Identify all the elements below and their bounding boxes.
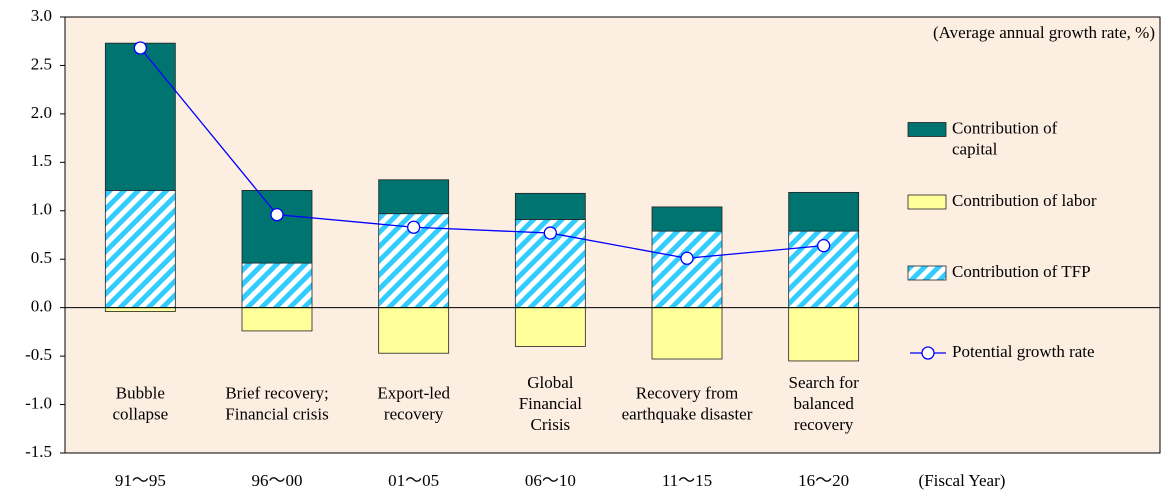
bar-segment — [514, 307, 586, 347]
line-marker — [407, 220, 421, 234]
legend-swatch — [907, 122, 947, 137]
line-marker — [680, 251, 694, 265]
x-tick-label: 91～95 — [115, 471, 166, 490]
bar-segment — [651, 206, 723, 232]
line-marker — [133, 41, 147, 55]
y-tick-label: 1.0 — [31, 200, 52, 219]
bar-segment — [651, 230, 723, 309]
bar-segment — [104, 307, 176, 312]
y-tick-label: 1.5 — [31, 151, 52, 170]
unit-note: (Average annual growth rate, %) — [933, 23, 1155, 42]
y-tick-label: -1.5 — [25, 442, 52, 461]
legend-marker — [921, 346, 935, 360]
period-label: Bubble collapse — [112, 383, 168, 423]
y-tick-label: 2.0 — [31, 103, 52, 122]
y-tick-label: 0.5 — [31, 248, 52, 267]
bar-segment — [788, 191, 860, 232]
x-tick-label: 16～20 — [798, 471, 849, 490]
y-tick-label: 3.0 — [31, 6, 52, 25]
line-marker — [270, 208, 284, 222]
y-tick-label: -0.5 — [25, 345, 52, 364]
x-tick-label: 06～10 — [525, 471, 576, 490]
bar-segment — [378, 179, 450, 215]
line-series — [139, 47, 824, 259]
period-label: Export-led recovery — [377, 383, 450, 423]
period-label: Global Financial Crisis — [519, 373, 583, 434]
x-tick-label: 11～15 — [662, 471, 712, 490]
line-marker — [817, 239, 831, 253]
bar-segment — [104, 190, 176, 309]
legend-label: Potential growth rate — [952, 342, 1095, 361]
y-tick-label: 2.5 — [31, 54, 52, 73]
period-label: Search for balanced recovery — [789, 373, 860, 434]
line-marker — [543, 226, 557, 240]
legend-label: Contribution of TFP — [952, 262, 1091, 281]
bar-segment — [788, 307, 860, 362]
bar-segment — [104, 42, 176, 191]
x-tick-label: 01～05 — [388, 471, 439, 490]
period-label: Recovery from earthquake disaster — [622, 383, 753, 423]
legend-swatch — [907, 265, 947, 281]
legend-label: Contribution of capital — [952, 118, 1058, 158]
x-axis-label: (Fiscal Year) — [919, 471, 1006, 490]
bar-segment — [651, 307, 723, 360]
y-tick-label: -1.0 — [25, 393, 52, 412]
bar-segment — [378, 307, 450, 354]
bar-segment — [241, 307, 313, 332]
bar-segment — [241, 190, 313, 264]
bar-segment — [241, 262, 313, 309]
period-label: Brief recovery; Financial crisis — [225, 383, 328, 423]
y-tick-label: 0.0 — [31, 297, 52, 316]
legend-swatch — [907, 194, 947, 210]
bar-segment — [514, 192, 586, 220]
legend-label: Contribution of labor — [952, 191, 1097, 210]
x-tick-label: 96～00 — [252, 471, 303, 490]
